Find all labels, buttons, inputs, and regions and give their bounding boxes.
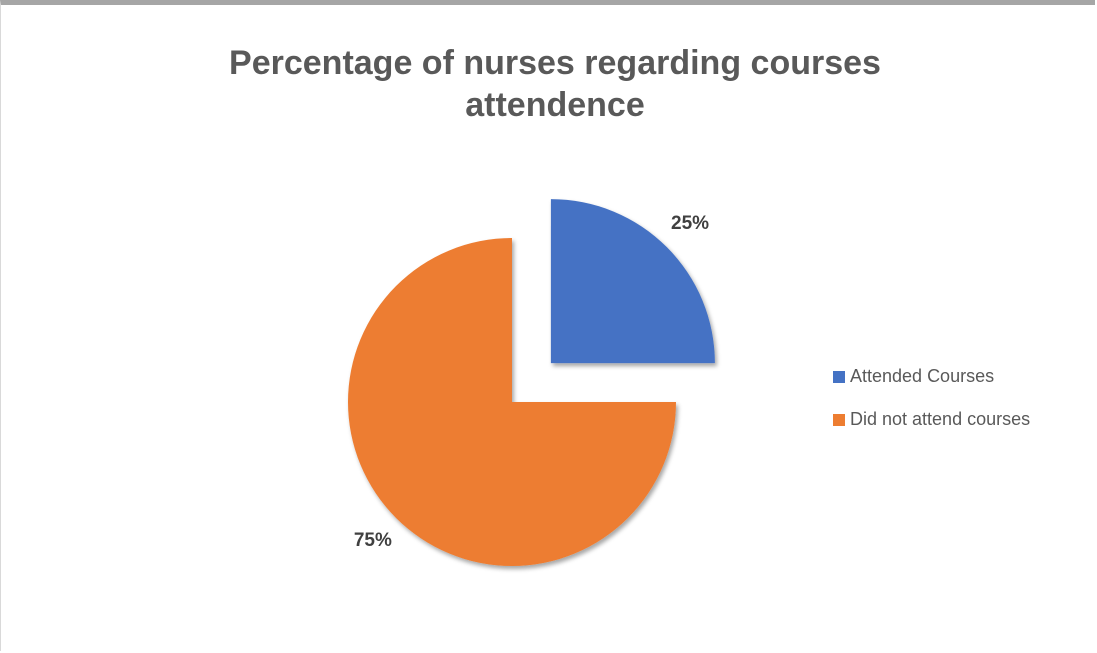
legend-label: Did not attend courses [850, 409, 1030, 429]
data-label: 75% [354, 530, 392, 551]
chart-title: Percentage of nurses regarding courses a… [229, 44, 881, 124]
legend-swatch [833, 414, 845, 426]
pie-slice [550, 199, 715, 364]
legend-swatch [833, 371, 845, 383]
pie-slice [348, 238, 676, 566]
legend-label: Attended Courses [850, 366, 994, 386]
data-label: 25% [671, 213, 709, 234]
